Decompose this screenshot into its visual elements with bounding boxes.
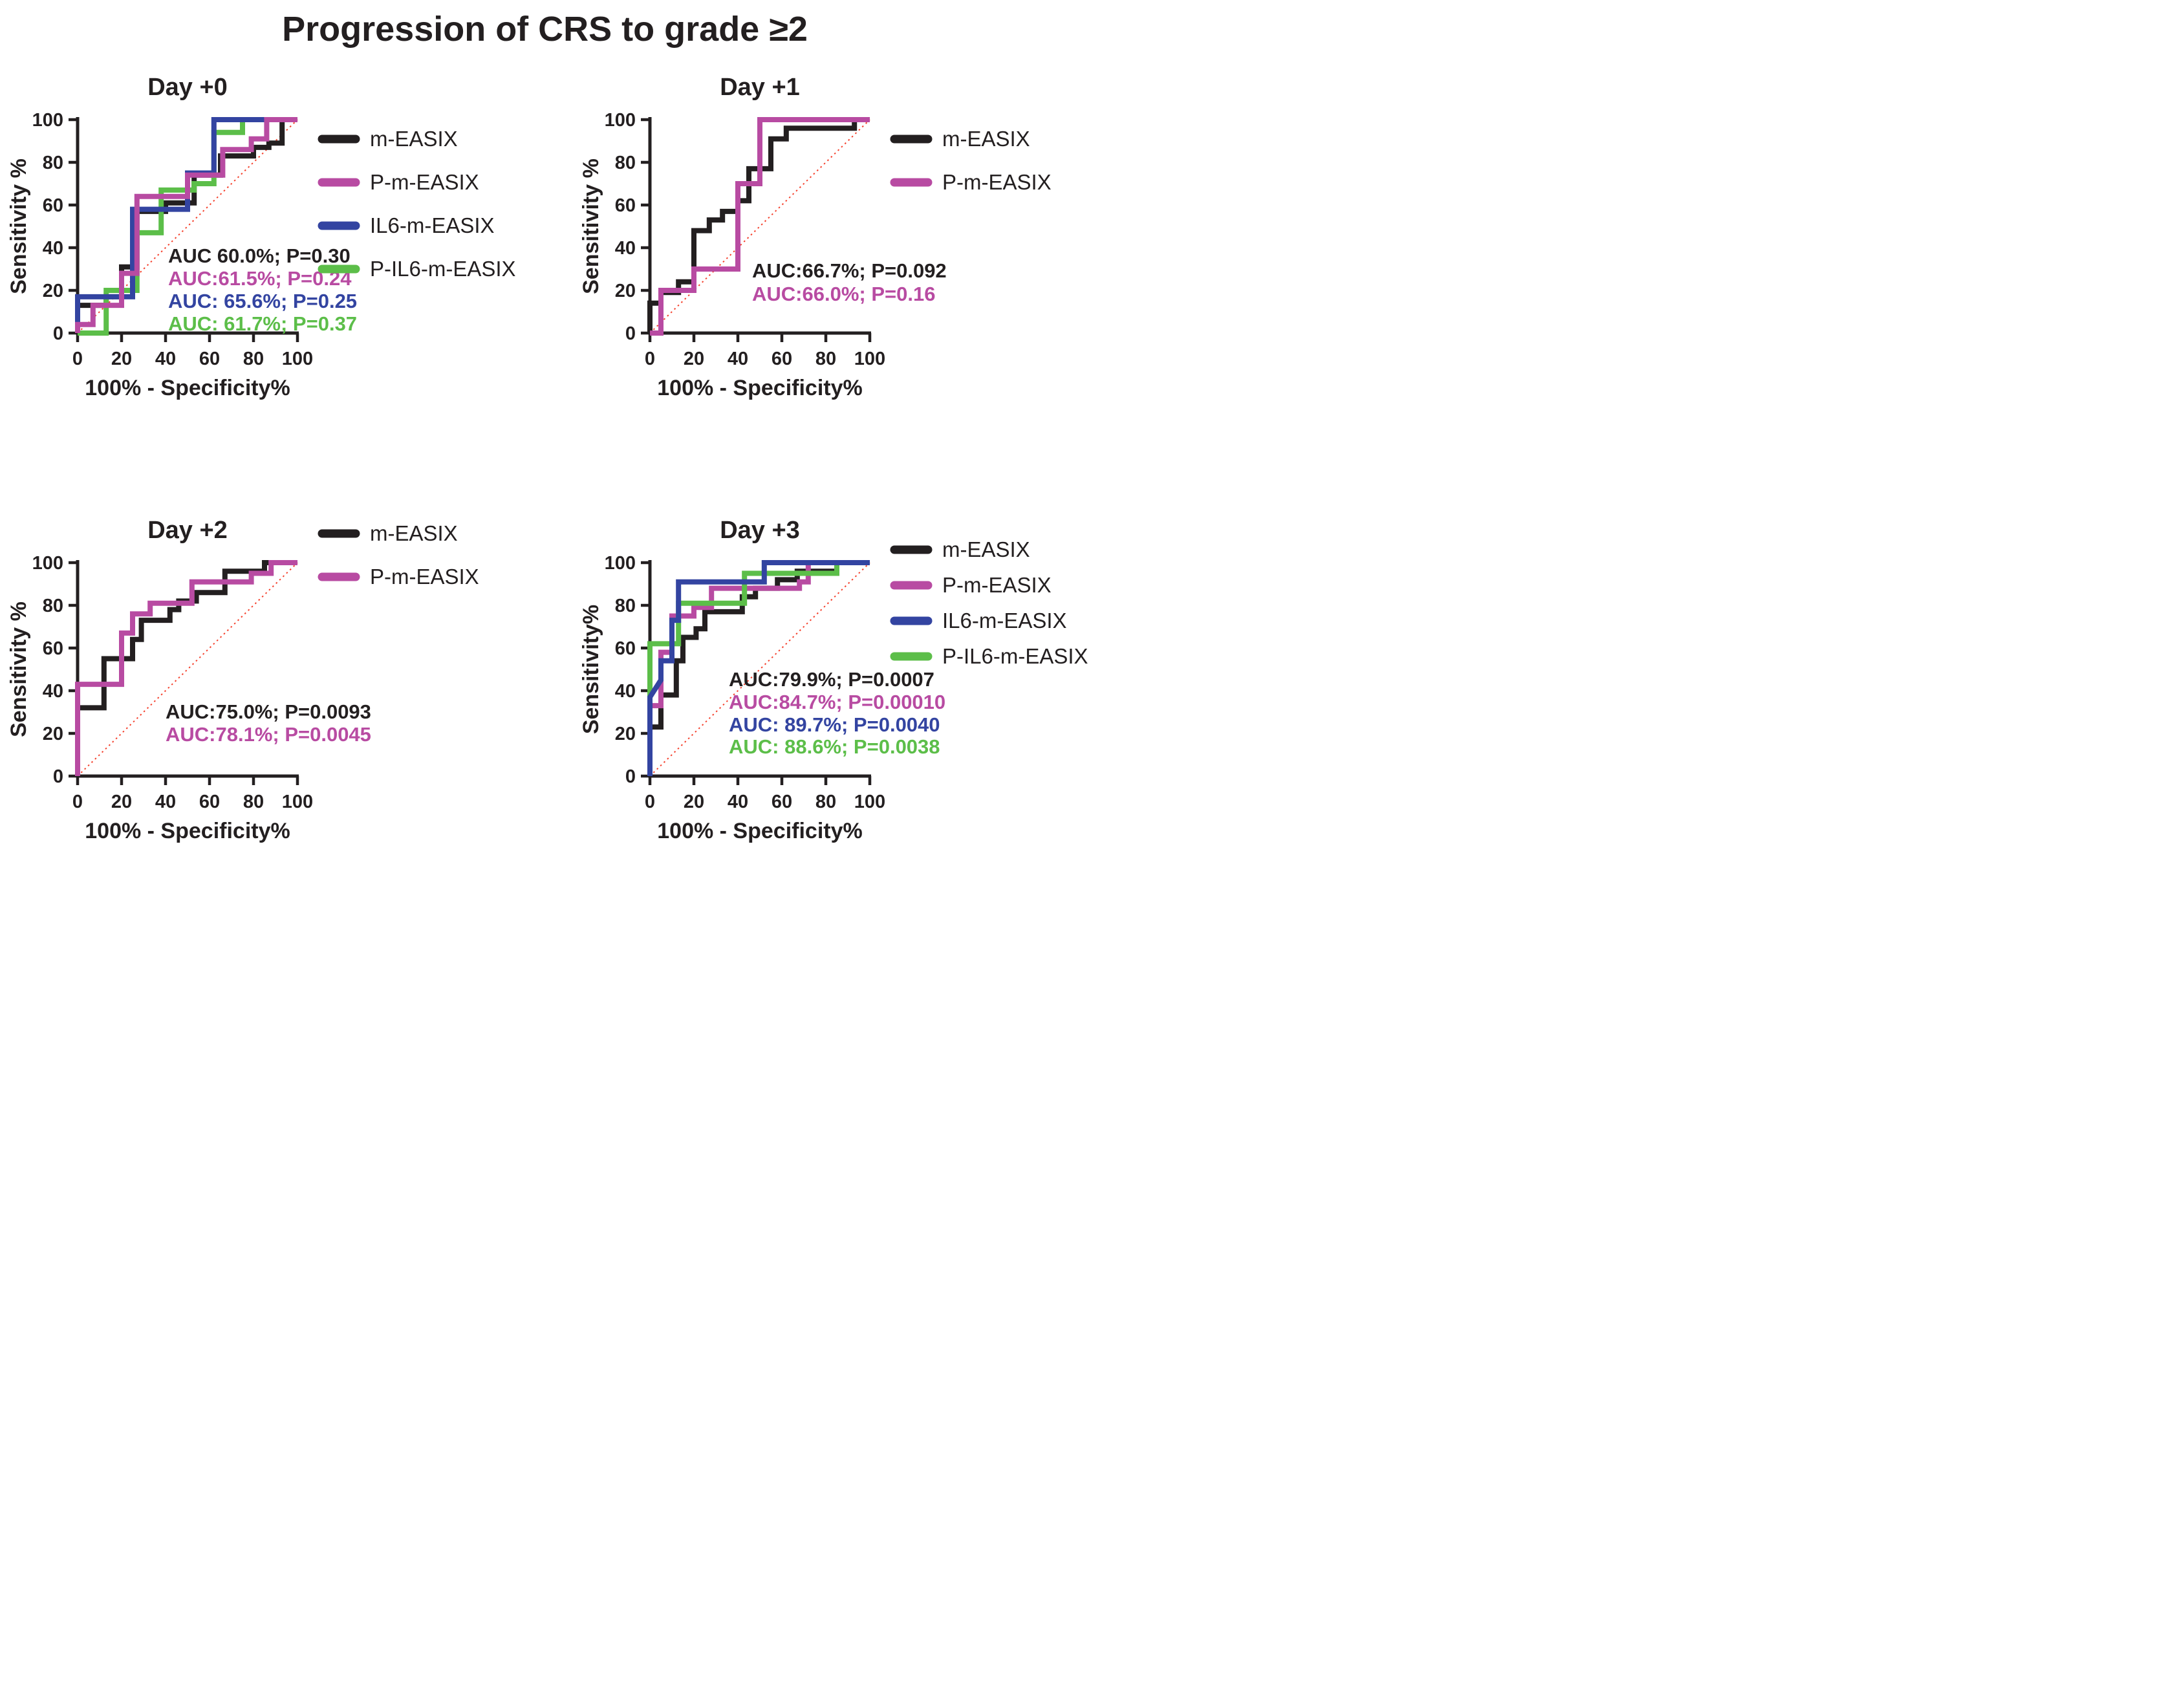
auc-annotation: AUC:79.9%; P=0.0007 — [729, 668, 934, 691]
x-tick-label: 40 — [728, 349, 748, 369]
y-tick-label: 0 — [625, 766, 636, 787]
panel-title: Day +0 — [147, 74, 228, 101]
panel-title: Day +3 — [720, 517, 800, 544]
roc-panel-day-3: Day +3 00 20 20 40 40 60 60 80 80 100 100 100% - Spe… — [579, 517, 1088, 843]
auc-annotation: AUC:78.1%; P=0.0045 — [166, 723, 371, 746]
figure-title: Progression of CRS to grade ≥2 — [282, 10, 808, 49]
x-axis-label: 100% - Specificity% — [657, 376, 862, 400]
y-axis-label: Sensitivity% — [579, 605, 603, 734]
y-tick-label: 40 — [615, 681, 636, 702]
y-tick-label: 20 — [615, 281, 636, 301]
y-tick-label: 40 — [615, 238, 636, 259]
legend-label: P-m-EASIX — [370, 565, 479, 589]
auc-annotation: AUC:84.7%; P=0.00010 — [729, 691, 945, 713]
y-axis-label: Sensitivity % — [579, 158, 603, 294]
x-tick-label: 60 — [772, 792, 792, 812]
x-axis-label: 100% - Specificity% — [85, 376, 290, 400]
x-tick-label: 100 — [282, 349, 313, 369]
roc-curve-P-m-EASIX — [75, 560, 297, 776]
x-axis-label: 100% - Specificity% — [85, 819, 290, 843]
x-tick-label: 20 — [684, 792, 704, 812]
x-tick-label: 80 — [243, 349, 264, 369]
y-tick-label: 80 — [615, 596, 636, 616]
roc-panel-day-2: Day +2 00 20 20 40 40 60 60 80 80 100 100 100% - Spe… — [6, 517, 479, 843]
y-tick-label: 0 — [625, 323, 636, 344]
legend-label: P-m-EASIX — [942, 170, 1052, 194]
x-tick-label: 80 — [243, 792, 264, 812]
x-tick-label: 100 — [854, 792, 885, 812]
y-tick-label: 40 — [43, 681, 63, 702]
legend-label: m-EASIX — [370, 521, 458, 545]
x-tick-label: 100 — [854, 349, 885, 369]
y-tick-label: 60 — [43, 195, 63, 216]
roc-curve-P-m-EASIX — [75, 117, 297, 333]
x-tick-label: 100 — [282, 792, 313, 812]
x-axis-label: 100% - Specificity% — [657, 819, 862, 843]
y-axis-label: Sensitivity % — [6, 158, 31, 294]
y-tick-label: 20 — [615, 724, 636, 744]
x-tick-label: 60 — [199, 349, 220, 369]
x-tick-label: 60 — [199, 792, 220, 812]
roc-curve-m-EASIX — [647, 560, 870, 776]
x-tick-label: 60 — [772, 349, 792, 369]
y-tick-label: 100 — [605, 553, 636, 574]
roc-curve-IL6-m-EASIX — [75, 117, 297, 333]
panel-title: Day +2 — [147, 517, 228, 544]
y-tick-label: 80 — [615, 153, 636, 173]
legend-label: P-IL6-m-EASIX — [370, 257, 516, 281]
y-tick-label: 80 — [43, 596, 63, 616]
x-tick-label: 20 — [111, 792, 132, 812]
y-tick-label: 80 — [43, 153, 63, 173]
y-tick-label: 0 — [53, 323, 63, 344]
auc-annotation: AUC: 65.6%; P=0.25 — [168, 290, 357, 312]
legend-label: IL6-m-EASIX — [942, 609, 1067, 632]
auc-annotation: AUC: 61.7%; P=0.37 — [168, 312, 357, 335]
x-tick-label: 0 — [645, 792, 655, 812]
auc-annotation: AUC 60.0%; P=0.30 — [168, 244, 351, 267]
x-tick-label: 40 — [155, 792, 176, 812]
y-tick-label: 60 — [43, 638, 63, 659]
y-axis-label: Sensitivity % — [6, 601, 31, 737]
x-tick-label: 80 — [815, 349, 836, 369]
legend-label: IL6-m-EASIX — [370, 213, 495, 237]
roc-curve-P-IL6-m-EASIX — [647, 560, 870, 776]
y-tick-label: 20 — [43, 281, 63, 301]
legend-label: m-EASIX — [942, 127, 1030, 151]
figure-page: Progression of CRS to grade ≥2 Day +0 0 0 2… — [0, 0, 1090, 867]
auc-annotation: AUC: 88.6%; P=0.0038 — [729, 735, 940, 758]
x-tick-label: 40 — [155, 349, 176, 369]
roc-curve-P-m-EASIX — [650, 117, 870, 336]
y-tick-label: 100 — [605, 110, 636, 131]
x-tick-label: 40 — [728, 792, 748, 812]
x-tick-label: 20 — [111, 349, 132, 369]
x-tick-label: 0 — [72, 349, 83, 369]
auc-annotation: AUC:75.0%; P=0.0093 — [166, 700, 371, 723]
y-tick-label: 40 — [43, 238, 63, 259]
roc-curve-IL6-m-EASIX — [647, 560, 870, 776]
roc-panel-day-1: Day +1 00 20 20 40 40 60 60 80 80 100 100 100% - Spe… — [579, 74, 1052, 400]
legend-label: P-IL6-m-EASIX — [942, 644, 1088, 668]
legend-label: m-EASIX — [370, 127, 458, 151]
roc-curve-P-m-EASIX — [647, 560, 870, 776]
auc-annotation: AUC:66.7%; P=0.092 — [752, 259, 947, 282]
x-tick-label: 20 — [684, 349, 704, 369]
roc-curve-m-EASIX — [75, 560, 297, 776]
auc-annotation: AUC: 89.7%; P=0.0040 — [729, 713, 940, 736]
panel-title: Day +1 — [720, 74, 800, 101]
auc-annotation: AUC:66.0%; P=0.16 — [752, 283, 935, 305]
y-tick-label: 60 — [615, 195, 636, 216]
legend-label: P-m-EASIX — [942, 573, 1052, 597]
y-tick-label: 0 — [53, 766, 63, 787]
x-tick-label: 80 — [815, 792, 836, 812]
y-tick-label: 100 — [32, 110, 63, 131]
x-tick-label: 0 — [72, 792, 83, 812]
legend-label: P-m-EASIX — [370, 170, 479, 194]
x-tick-label: 0 — [645, 349, 655, 369]
legend-label: m-EASIX — [942, 537, 1030, 561]
y-tick-label: 20 — [43, 724, 63, 744]
roc-curve-P-IL6-m-EASIX — [78, 117, 297, 336]
roc-panel-day-0: Day +0 00 20 20 40 40 60 60 80 80 100 100 100% - Spe… — [6, 74, 516, 400]
y-tick-label: 100 — [32, 553, 63, 574]
y-tick-label: 60 — [615, 638, 636, 659]
